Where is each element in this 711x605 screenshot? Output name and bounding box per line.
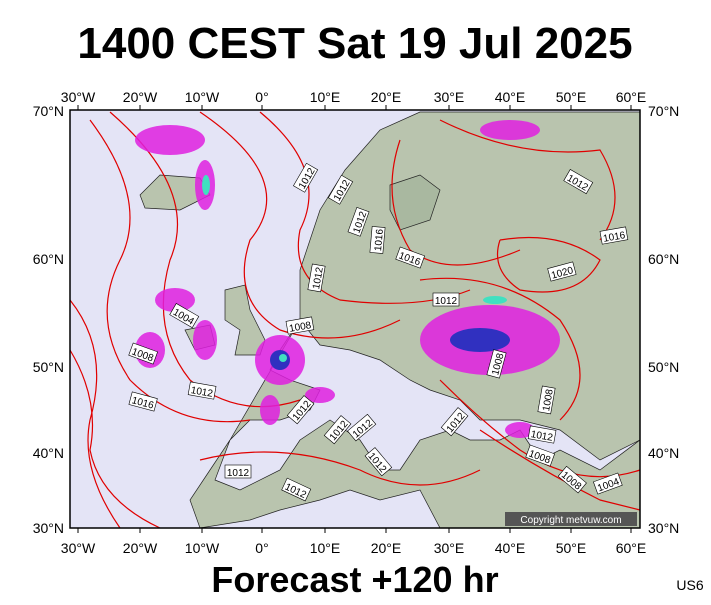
- isobar-label-text: 1012: [530, 429, 554, 444]
- isobar-label-text: 1008: [541, 388, 556, 412]
- map: 1012 101210121016101610121012101610201012…: [69, 109, 641, 529]
- lon-label-bottom: 0°: [255, 540, 268, 556]
- isobar-label-box: [347, 413, 377, 442]
- lat-label-left: 30°N: [33, 520, 64, 536]
- lon-label-bottom: 20°E: [371, 540, 402, 556]
- isobar-label-box: [128, 342, 158, 365]
- isobar-label-text: 1012: [190, 385, 214, 400]
- isobar-label-box: [281, 477, 312, 502]
- isobar-label-box: [187, 381, 217, 400]
- copyright-box: [505, 512, 637, 526]
- isobar-label: 1008: [537, 385, 556, 415]
- lon-label-bottom: 30°E: [434, 540, 465, 556]
- lon-label-top: 20°E: [371, 89, 402, 105]
- isobar-label-box: [347, 207, 370, 237]
- lon-label-bottom: 20°W: [123, 540, 158, 556]
- isobar-label: 1012: [307, 263, 326, 293]
- isobar-label-box: [169, 303, 200, 329]
- isobar-label: 1016: [599, 226, 629, 245]
- isobar-label-box: [557, 465, 587, 494]
- isobar-label-box: [328, 174, 354, 205]
- isobar-label: 1020: [547, 261, 577, 282]
- lon-label-top: 10°E: [310, 89, 341, 105]
- isobar-label-box: [286, 395, 315, 425]
- isobar-label-box: [525, 444, 555, 467]
- isobar-label: 1012: [187, 381, 217, 400]
- isobar-label: 1012: [527, 425, 557, 444]
- lat-label-right: 40°N: [648, 445, 679, 461]
- lon-label-top: 30°W: [61, 89, 96, 105]
- isobars: [69, 111, 641, 529]
- isobar-label-text: 1012: [435, 296, 458, 307]
- isobar-label-text: 1016: [602, 230, 626, 245]
- very-heavy-precipitation: [202, 175, 507, 362]
- lon-label-top: 30°E: [434, 89, 465, 105]
- lon-label-top: 40°E: [495, 89, 526, 105]
- isobar-label-box: [547, 261, 577, 282]
- isobar-label-box: [537, 385, 556, 415]
- lon-label-bottom: 10°E: [310, 540, 341, 556]
- lon-label-bottom: 40°E: [495, 540, 526, 556]
- isobar-label-box: [307, 263, 326, 293]
- isobar-label: 1008: [285, 316, 315, 335]
- graticule-labels: 30°W 30°W 20°W 20°W 10°W 10°W 0° 0° 10°E 10°E 20°E…: [33, 89, 680, 556]
- model-code: US6: [676, 577, 703, 593]
- isobar-label-box: [285, 316, 315, 335]
- lat-label-left: 50°N: [33, 359, 64, 375]
- isobar-label-box: [224, 464, 252, 479]
- lon-label-top: 60°E: [616, 89, 647, 105]
- copyright: Copyright metvuw.com: [520, 515, 621, 526]
- isobar-label-box: [128, 391, 158, 412]
- lat-label-right: 30°N: [648, 520, 679, 536]
- lon-label-bottom: 60°E: [616, 540, 647, 556]
- lon-label-top: 10°W: [185, 89, 220, 105]
- lat-label-right: 60°N: [648, 251, 679, 267]
- isobar-label: 1016: [369, 226, 386, 254]
- lon-label-top: 50°E: [556, 89, 587, 105]
- lat-label-left: 40°N: [33, 445, 64, 461]
- isobar-label-box: [395, 246, 425, 269]
- isobar-label-box: [486, 349, 507, 379]
- forecast-label: Forecast +120 hr: [211, 559, 498, 600]
- lon-label-bottom: 10°W: [185, 540, 220, 556]
- isobar-label-box: [440, 407, 469, 437]
- lon-label-top: 0°: [255, 89, 268, 105]
- lat-label-left: 60°N: [33, 251, 64, 267]
- isobar-label: 1012: [224, 464, 252, 479]
- title: 1400 CEST Sat 19 Jul 2025: [77, 19, 632, 68]
- isobar-label-text: 1012: [311, 266, 326, 290]
- isobar-label-box: [527, 425, 557, 444]
- lon-label-top: 20°W: [123, 89, 158, 105]
- map-frame: [69, 109, 641, 529]
- isobar-label-text: 1008: [288, 320, 312, 335]
- isobar-label-box: [293, 162, 319, 193]
- isobar-label: 1012: [432, 292, 460, 307]
- isobar-label-box: [593, 472, 623, 495]
- lat-label-right: 70°N: [648, 103, 679, 119]
- isobar-label-text: 1016: [373, 228, 386, 252]
- lat-label-left: 70°N: [33, 103, 64, 119]
- isobar-label-box: [369, 226, 386, 254]
- isobar-label-box: [323, 415, 352, 445]
- lon-label-bottom: 30°W: [61, 540, 96, 556]
- isobar-label-box: [432, 292, 460, 307]
- isobar-label-text: 1012: [227, 468, 250, 479]
- isobar-label-box: [563, 169, 594, 195]
- isobar-label-box: [599, 226, 629, 245]
- isobar-label-box: [364, 447, 393, 477]
- lon-label-bottom: 50°E: [556, 540, 587, 556]
- lat-label-right: 50°N: [648, 359, 679, 375]
